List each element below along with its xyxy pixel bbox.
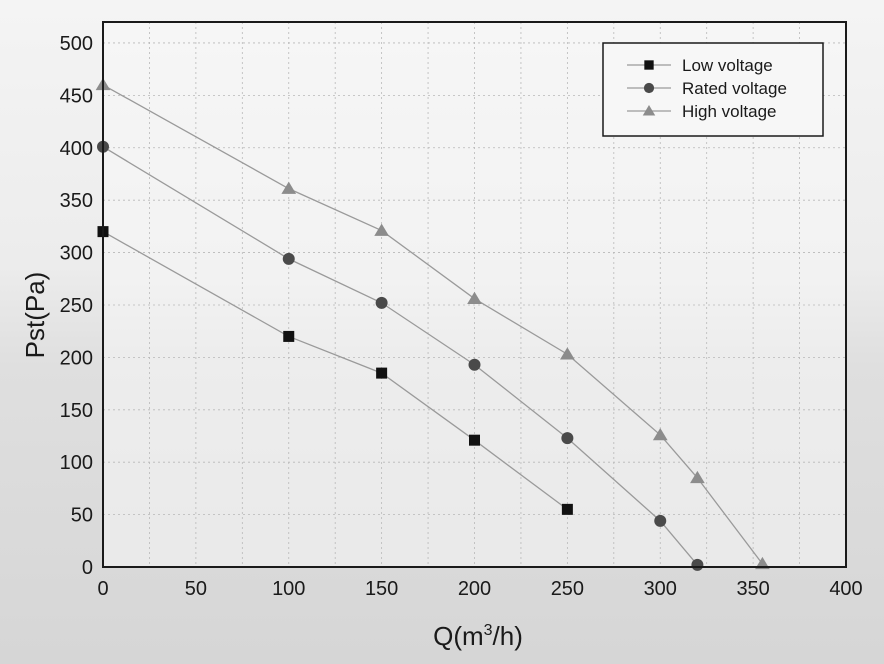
legend-marker-high-voltage xyxy=(642,105,656,116)
data-point-rated-voltage xyxy=(375,296,388,309)
y-tick-label: 150 xyxy=(60,400,93,422)
data-point-rated-voltage xyxy=(468,358,481,371)
plot-frame xyxy=(102,21,847,568)
y-axis-title: Pst(Pa) xyxy=(20,272,50,359)
y-tick-label: 350 xyxy=(60,190,93,212)
x-tick-label: 0 xyxy=(97,578,108,600)
y-tick-label: 0 xyxy=(82,557,93,579)
x-tick-label: 50 xyxy=(185,578,207,600)
legend: Low voltage Rated voltage High voltage xyxy=(602,42,824,137)
data-point-high-voltage xyxy=(281,181,297,194)
y-tick-label: 450 xyxy=(60,85,93,107)
data-point-low-voltage xyxy=(561,503,573,515)
x-tick-label: 200 xyxy=(458,578,491,600)
x-axis-title: Q(m3/h) xyxy=(433,621,523,651)
x-tick-label: 350 xyxy=(736,578,769,600)
y-tick-label: 250 xyxy=(60,295,93,317)
y-tick-label: 100 xyxy=(60,452,93,474)
legend-marker-rated-voltage xyxy=(643,82,655,94)
x-tick-label: 300 xyxy=(644,578,677,600)
legend-box xyxy=(602,42,824,137)
y-tick-label: 300 xyxy=(60,243,93,265)
x-tick-labels: 0 50 100 150 200 250 300 350 400 xyxy=(97,578,862,600)
data-point-low-voltage xyxy=(283,330,295,342)
y-tick-labels: 0 50 100 150 200 250 300 350 400 450 500 xyxy=(60,33,93,579)
x-tick-label: 150 xyxy=(365,578,398,600)
legend-marker-low-voltage xyxy=(644,60,654,70)
data-point-high-voltage xyxy=(560,347,575,360)
legend-label-low-voltage: Low voltage xyxy=(682,56,773,75)
y-tick-label: 200 xyxy=(60,347,93,369)
data-point-rated-voltage xyxy=(561,432,574,445)
legend-label-rated-voltage: Rated voltage xyxy=(682,79,787,98)
data-point-high-voltage xyxy=(374,223,389,236)
y-tick-label: 50 xyxy=(71,505,93,527)
markers xyxy=(95,77,770,571)
data-point-rated-voltage xyxy=(654,514,667,527)
data-point-high-voltage xyxy=(652,427,668,441)
data-point-rated-voltage xyxy=(282,252,295,265)
y-tick-label: 400 xyxy=(60,138,93,160)
data-point-high-voltage xyxy=(690,470,705,484)
data-point-rated-voltage xyxy=(691,558,704,571)
x-tick-label: 100 xyxy=(272,578,305,600)
x-tick-label: 250 xyxy=(551,578,584,600)
x-tick-label: 400 xyxy=(829,578,862,600)
series-line-high-voltage xyxy=(102,84,763,565)
legend-label-high-voltage: High voltage xyxy=(682,102,777,121)
y-tick-label: 500 xyxy=(60,33,93,55)
data-point-high-voltage xyxy=(467,291,482,304)
data-point-low-voltage xyxy=(376,367,388,379)
data-point-low-voltage xyxy=(469,434,480,446)
